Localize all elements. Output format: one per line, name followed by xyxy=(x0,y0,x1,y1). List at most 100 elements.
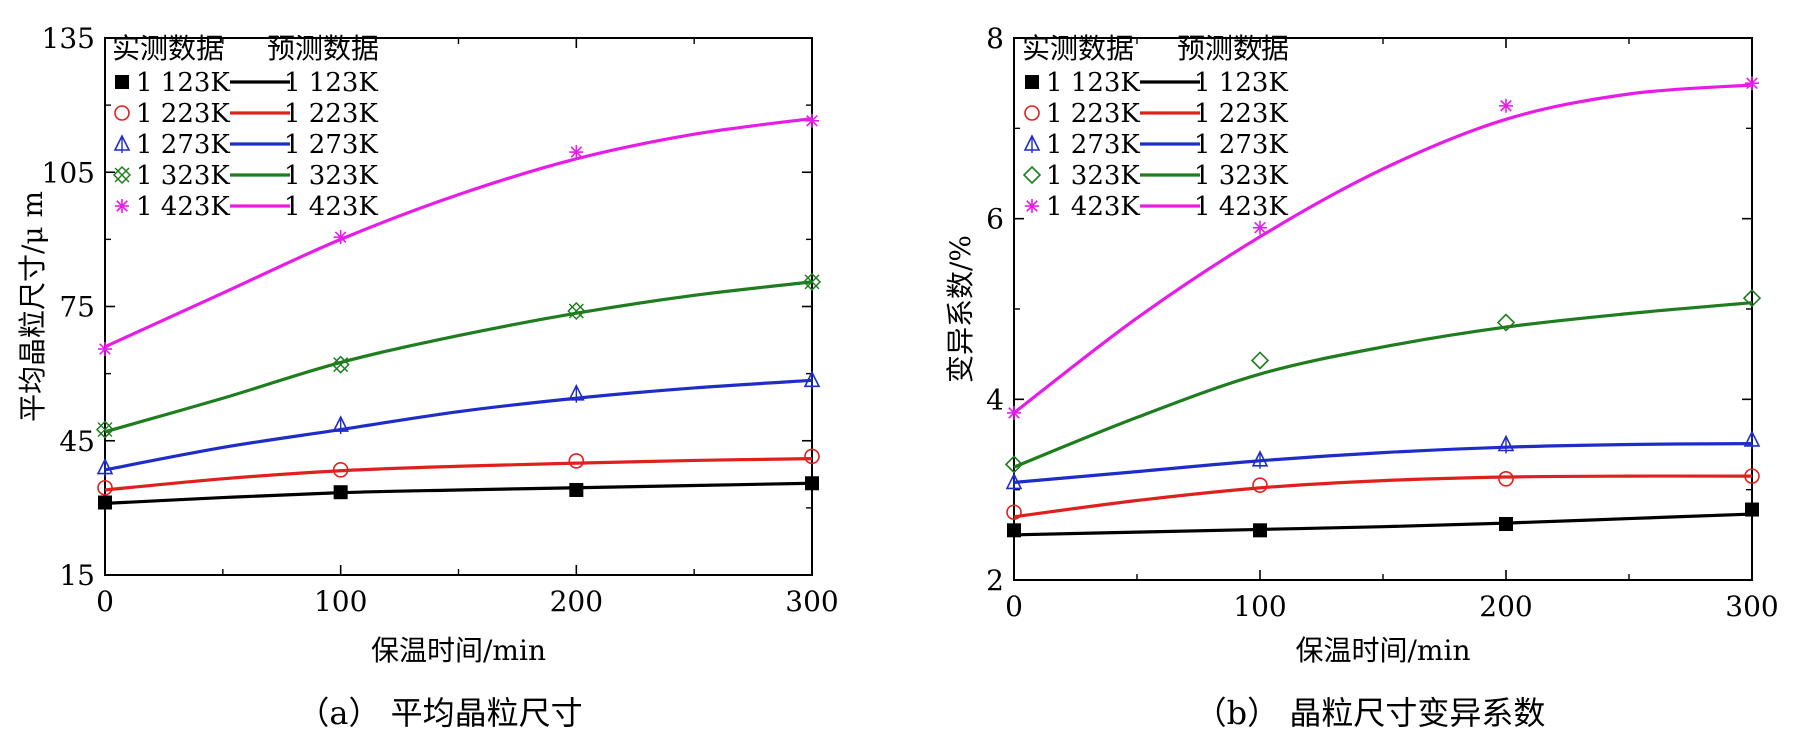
y-tick-label: 75 xyxy=(59,291,95,324)
data-point-4-0 xyxy=(98,342,112,357)
data-point-3-2-cross-b xyxy=(568,303,584,319)
y-axis-label: 变异系数/% xyxy=(944,235,977,383)
data-point-3-1-cross-b xyxy=(333,357,349,373)
y-axis-label: 平均晶粒尺寸/μ m xyxy=(16,191,49,422)
data-point-4-3-d2 xyxy=(1746,77,1758,89)
data-point-3-1-diamond xyxy=(331,355,350,374)
legend-marker-2 xyxy=(113,134,131,153)
legend-marker-1 xyxy=(114,105,130,121)
data-point-2-3 xyxy=(1743,430,1761,449)
legend-marker-0 xyxy=(1025,75,1039,89)
data-point-4-1 xyxy=(1253,220,1267,235)
data-point-3-3-diamond xyxy=(802,272,822,291)
legend-label-predicted-3: 1 323K xyxy=(1194,161,1288,191)
series-group xyxy=(95,113,822,510)
data-point-0-0 xyxy=(1007,523,1021,538)
data-point-3-2 xyxy=(1496,313,1516,332)
legend-label-measured-4: 1 423K xyxy=(136,192,230,222)
x-tick-label: 0 xyxy=(96,585,114,618)
data-point-2-2 xyxy=(1497,434,1515,454)
legend-label-predicted-1: 1 223K xyxy=(284,99,378,129)
series-line-4 xyxy=(1013,83,1753,415)
legend-label-predicted-4: 1 423K xyxy=(284,192,378,222)
legend-header-measured: 实测数据 xyxy=(1022,32,1134,65)
y-axis: 2 4 6 8 xyxy=(986,22,1752,597)
legend-label-predicted-4: 1 423K xyxy=(1194,192,1288,222)
y-tick-label: 4 xyxy=(986,383,1004,416)
legend-header-measured: 实测数据 xyxy=(112,32,224,65)
x-tick-label: 300 xyxy=(1725,590,1778,623)
legend-marker-2 xyxy=(1023,134,1041,153)
data-point-0-2 xyxy=(1499,516,1513,531)
series-line-0 xyxy=(104,481,813,505)
legend-label-measured-2: 1 273K xyxy=(1046,130,1140,160)
data-point-2-2 xyxy=(568,383,585,403)
x-axis: 0 100 200 300 xyxy=(96,38,839,618)
data-point-3-2-diamond xyxy=(567,301,586,321)
data-point-0-3 xyxy=(805,476,819,491)
data-point-1-2 xyxy=(1498,471,1514,487)
data-point-0-2 xyxy=(569,482,584,497)
data-point-1-3 xyxy=(804,448,820,465)
x-tick-label: 200 xyxy=(1479,590,1532,623)
legend-label-measured-4: 1 423K xyxy=(1046,192,1140,222)
legend-marker-3 xyxy=(112,165,132,185)
legend-label-predicted-1: 1 223K xyxy=(1194,99,1288,129)
data-point-1-3 xyxy=(1744,468,1760,484)
chart-panel-b: 0 100 200 300 2 4 6 8 保温时间/min 变异系数/% （b） 晶粒尺寸变异系数… xyxy=(944,22,1779,732)
series-line-3 xyxy=(1013,301,1753,469)
legend-label-measured-1: 1 223K xyxy=(1046,99,1140,129)
legend-header-predicted: 预测数据 xyxy=(267,32,379,65)
data-point-2-0 xyxy=(96,457,114,477)
legend-marker-1 xyxy=(1024,105,1040,121)
data-point-4-1-d2 xyxy=(1254,221,1266,234)
x-axis: 0 100 200 300 xyxy=(1005,38,1779,623)
series-group xyxy=(1004,76,1762,538)
data-point-4-0 xyxy=(1007,405,1021,420)
data-point-3-0-diamond xyxy=(95,420,115,439)
data-point-4-3 xyxy=(1745,76,1759,91)
data-point-3-0 xyxy=(1004,455,1024,474)
data-point-4-3-d2 xyxy=(806,114,818,127)
series-line-2 xyxy=(1013,441,1753,485)
legend-label-measured-0: 1 123K xyxy=(1046,68,1140,98)
panel-caption: （a） 平均晶粒尺寸 xyxy=(297,694,582,732)
data-point-3-1 xyxy=(1250,351,1270,370)
legend-marker-4-d2 xyxy=(116,200,128,212)
y-tick-label: 8 xyxy=(986,22,1004,55)
data-point-1-0 xyxy=(97,479,113,496)
data-point-4-0-d2 xyxy=(1008,407,1020,419)
data-point-3-2 xyxy=(567,301,586,321)
data-point-3-0 xyxy=(95,420,115,439)
data-point-3-1 xyxy=(331,355,350,374)
data-point-4-2 xyxy=(569,145,584,160)
chart-panel-a: 0 100 200 300 15 45 75 105 135 保温时间/min 平均晶粒尺寸/μ m… xyxy=(16,22,839,732)
legend-label-measured-3: 1 323K xyxy=(136,161,230,191)
data-point-1-1 xyxy=(1252,477,1268,493)
legend-label-predicted-0: 1 123K xyxy=(1194,68,1288,98)
x-axis-label: 保温时间/min xyxy=(1296,634,1471,667)
y-tick-label: 45 xyxy=(59,425,95,458)
y-tick-label: 135 xyxy=(42,22,95,55)
legend-label-measured-2: 1 273K xyxy=(136,130,230,160)
data-point-0-1 xyxy=(333,485,348,500)
legend-marker-3-cross-b xyxy=(114,167,130,183)
data-point-3-3 xyxy=(1742,289,1762,308)
legend-label-predicted-3: 1 323K xyxy=(284,161,378,191)
y-axis: 15 45 75 105 135 xyxy=(42,22,812,592)
series-line-0 xyxy=(1013,512,1753,537)
data-point-3-3-cross-b xyxy=(804,274,820,290)
legend-header-predicted: 预测数据 xyxy=(1177,32,1289,65)
data-point-2-1 xyxy=(1251,450,1269,469)
legend-label-measured-0: 1 123K xyxy=(136,68,230,98)
legend-label-predicted-2: 1 273K xyxy=(1194,130,1288,160)
y-tick-label: 15 xyxy=(59,559,95,592)
legend-label-predicted-0: 1 123K xyxy=(284,68,378,98)
data-point-2-1 xyxy=(332,415,349,435)
data-point-4-1-d2 xyxy=(334,231,347,243)
data-point-4-2-d2 xyxy=(1500,99,1512,112)
panel-caption: （b） 晶粒尺寸变异系数 xyxy=(1195,694,1546,732)
